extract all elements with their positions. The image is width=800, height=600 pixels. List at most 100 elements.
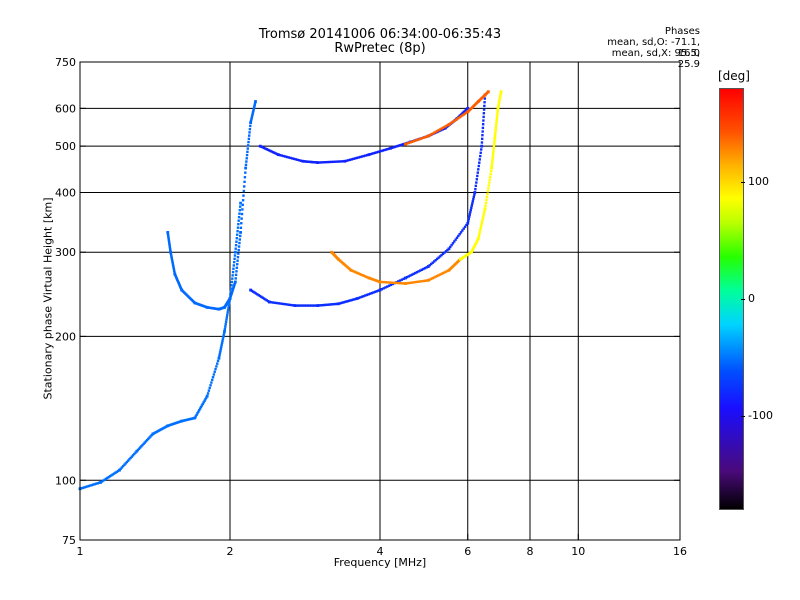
- trace-dot: [471, 202, 474, 205]
- trace-dot: [446, 124, 449, 127]
- trace-dot: [298, 304, 302, 307]
- data-point: [476, 237, 480, 241]
- trace-dot: [481, 126, 485, 130]
- trace-dot: [347, 159, 350, 162]
- trace-dot: [128, 458, 131, 461]
- y-ticks: 75 100 200 300 400 500 600 750: [55, 56, 680, 547]
- trace-dot: [443, 125, 446, 129]
- data-point: [355, 297, 359, 300]
- trace-dot: [364, 154, 367, 157]
- trace-dot: [391, 281, 394, 284]
- trace-dot: [454, 118, 457, 122]
- trace-dot: [264, 298, 267, 301]
- trace-dot: [213, 370, 216, 373]
- trace-dot: [496, 109, 499, 112]
- chart-title: Tromsø 20141006 06:34:00-06:35:43: [258, 27, 502, 42]
- y-tick-label: 200: [55, 330, 76, 343]
- data-point: [343, 159, 347, 163]
- trace-dot: [440, 253, 443, 257]
- trace-dot: [268, 149, 271, 152]
- trace-dot: [386, 281, 389, 284]
- trace-dot: [482, 115, 485, 119]
- data-point: [378, 280, 382, 284]
- trace-dot: [226, 313, 229, 317]
- trace-dot: [305, 304, 308, 307]
- trace-dot: [172, 266, 175, 270]
- x-tick-label: 16: [673, 545, 687, 558]
- trace-dot: [167, 239, 171, 243]
- trace-dot: [417, 270, 420, 273]
- trace-dot: [384, 286, 387, 289]
- trace-dot: [492, 143, 496, 146]
- y-tick-label: 300: [55, 246, 76, 259]
- trace-dot: [459, 115, 463, 118]
- data-point: [239, 201, 242, 205]
- trace-dot: [218, 355, 221, 358]
- trace-dot: [375, 151, 378, 154]
- trace-dot: [246, 144, 250, 147]
- data-point: [193, 416, 197, 420]
- trace-dot: [380, 280, 384, 284]
- trace-dot: [422, 279, 425, 283]
- trace-dot: [239, 226, 243, 230]
- trace-dot: [446, 248, 449, 252]
- trace-dot: [172, 265, 175, 268]
- trace-dot: [173, 269, 176, 273]
- trace-dot: [108, 475, 112, 478]
- trace-dot: [83, 486, 86, 489]
- trace-dot: [131, 454, 135, 457]
- trace-dot: [349, 299, 352, 302]
- trace-dot: [332, 302, 336, 306]
- trace-dot: [252, 106, 256, 109]
- trace-dot: [246, 150, 249, 154]
- trace-dot: [474, 184, 478, 188]
- trace-dot: [166, 234, 170, 237]
- trace-dot: [488, 178, 491, 181]
- trace-dot: [341, 160, 345, 163]
- trace-dot: [487, 187, 490, 190]
- trace-dot: [418, 280, 422, 283]
- trace-dot: [477, 168, 480, 171]
- trace-dot: [265, 147, 268, 151]
- y-tick-label: 750: [55, 56, 76, 69]
- trace-dot: [463, 225, 467, 229]
- trace-dot: [346, 299, 349, 303]
- trace-dot: [237, 248, 240, 252]
- trace-dot: [441, 252, 445, 256]
- trace-dot: [470, 206, 473, 210]
- trace-dot: [370, 152, 374, 155]
- trace-dot: [301, 304, 305, 307]
- trace-dot: [238, 208, 242, 212]
- trace-dot: [140, 445, 143, 448]
- trace-dot: [377, 289, 380, 292]
- trace-dot: [372, 291, 375, 294]
- trace-dot: [360, 295, 364, 298]
- trace-dot: [330, 160, 333, 164]
- trace-dot: [234, 244, 238, 247]
- trace-dot: [205, 396, 208, 399]
- trace-dot: [446, 269, 449, 273]
- trace-dot: [493, 141, 496, 144]
- trace-dot: [238, 234, 242, 238]
- trace-dot: [271, 301, 275, 304]
- data-point: [217, 356, 221, 360]
- trace-dot: [287, 156, 290, 159]
- trace-dot: [434, 275, 437, 278]
- trace-dot: [241, 203, 244, 207]
- trace-dot: [380, 149, 383, 153]
- trace-dot: [375, 290, 378, 293]
- trace-dot: [431, 132, 434, 135]
- trace-dot: [351, 298, 355, 301]
- trace-dot: [398, 281, 402, 285]
- trace-dot: [485, 195, 489, 199]
- trace-dot: [384, 148, 388, 151]
- trace-dot: [343, 300, 347, 304]
- trace-dot: [284, 303, 288, 306]
- trace-dot: [170, 255, 173, 259]
- trace-dot: [471, 200, 475, 203]
- trace-dot: [261, 296, 264, 299]
- trace-dot: [240, 212, 244, 216]
- trace-dot: [468, 213, 471, 216]
- x-axis-label: Frequency [MHz]: [333, 556, 427, 569]
- trace-dot: [168, 242, 171, 245]
